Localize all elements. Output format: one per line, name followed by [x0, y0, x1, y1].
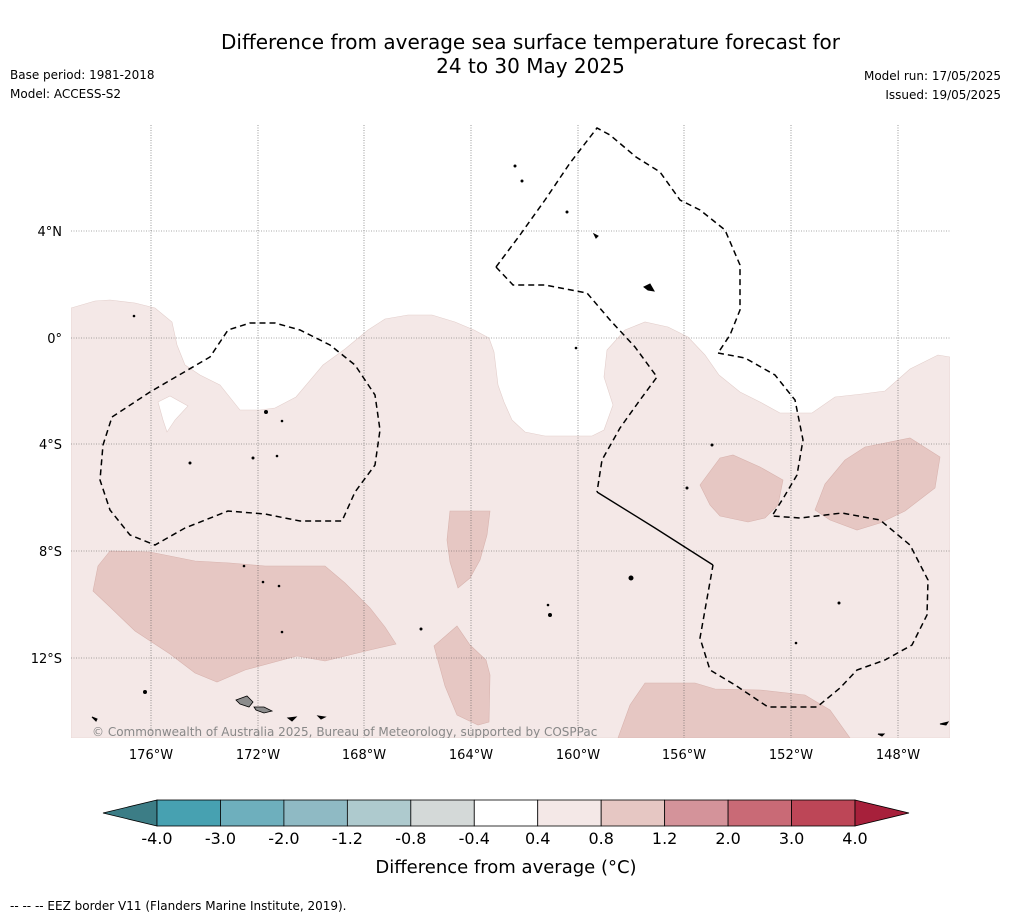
meta-right: Model run: 17/05/2025 Issued: 19/05/2025	[864, 67, 1001, 105]
colorbar-tick-label: 2.0	[715, 829, 740, 848]
islands	[91, 164, 950, 737]
eez-border-tokelau-west	[99, 322, 381, 546]
grid-lines	[71, 125, 950, 738]
lat-label: 4°S	[39, 438, 62, 453]
lon-label: 168°W	[342, 748, 386, 763]
lon-label: 156°W	[662, 748, 706, 763]
colorbar-tick-label: -4.0	[141, 829, 172, 848]
anomaly-hole	[157, 395, 189, 433]
anomaly-patch-sw	[92, 550, 397, 683]
map-area: © Commonwealth of Australia 2025, Bureau…	[71, 125, 950, 739]
anomaly-patch-center	[446, 510, 491, 589]
base-period: Base period: 1981-2018	[10, 68, 155, 82]
island-upolu	[253, 706, 274, 714]
anomaly-patch-east-2	[814, 437, 941, 531]
model-name: Model: ACCESS-S2	[10, 87, 122, 101]
colorbar-segment	[727, 799, 792, 827]
colorbar-segment	[156, 799, 221, 827]
eez-borders	[99, 127, 929, 708]
lon-label: 172°W	[236, 748, 280, 763]
colorbar-tick-label: -0.4	[459, 829, 490, 848]
eez-border-southeast	[699, 352, 929, 708]
anomaly-patch-southeast	[617, 682, 851, 738]
anomaly-patch-south-center	[433, 625, 491, 726]
lat-label: 12°S	[31, 652, 62, 667]
island-savaii	[235, 695, 254, 708]
eez-border-line-islands-south	[495, 266, 658, 493]
anomaly-regions-0.8-1.2	[92, 437, 941, 738]
colorbar-tick-label: -2.0	[268, 829, 299, 848]
colorbar-tick-label: 4.0	[842, 829, 867, 848]
colorbar-segment	[220, 799, 285, 827]
lat-label: 8°S	[39, 545, 62, 560]
colorbar-tick-label: -1.2	[332, 829, 363, 848]
colorbar-high-extend	[854, 799, 910, 827]
eez-border-line-islands	[495, 127, 741, 354]
colorbar-tick-labels: -4.0 -3.0 -2.0 -1.2 -0.8 -0.4 0.4 0.8 1.2 2.0 3.0 4…	[141, 829, 867, 848]
colorbar-segment	[346, 799, 412, 827]
colorbar: -4.0 -3.0 -2.0 -1.2 -0.8 -0.4 0.4 0.8 1.2 2.0 3.0 4…	[102, 799, 910, 878]
colorbar-segment	[664, 799, 729, 827]
colorbar-low-extend	[102, 799, 158, 827]
eez-border-solid-segment	[596, 491, 714, 566]
colorbar-tick-label: -3.0	[205, 829, 236, 848]
lon-label: 164°W	[449, 748, 493, 763]
chart-title: Difference from average sea surface temp…	[0, 30, 1011, 78]
colorbar-tick-label: 3.0	[779, 829, 804, 848]
lon-label: 148°W	[876, 748, 920, 763]
issued-date: Issued: 19/05/2025	[885, 88, 1001, 102]
colorbar-segment	[410, 799, 475, 827]
colorbar-tick-label: 0.4	[525, 829, 550, 848]
eez-legend-note: -- -- -- EEZ border V11 (Flanders Marine…	[10, 899, 347, 913]
latitude-labels: 4°N 0° 4°S 8°S 12°S	[31, 225, 62, 667]
samoa-islands	[235, 695, 274, 714]
colorbar-tick-label: 0.8	[588, 829, 613, 848]
lat-label: 4°N	[38, 225, 63, 240]
anomaly-patch-east-1	[699, 454, 784, 523]
title-line-2: 24 to 30 May 2025	[436, 54, 625, 78]
colorbar-segment	[600, 799, 666, 827]
lat-label: 0°	[47, 332, 62, 347]
colorbar-segment	[473, 799, 539, 827]
colorbar-segment	[537, 799, 602, 827]
longitude-labels: 176°W 172°W 168°W 164°W 160°W 156°W 152°…	[129, 748, 920, 763]
lon-label: 152°W	[769, 748, 813, 763]
colorbar-segments	[156, 799, 856, 827]
model-run: Model run: 17/05/2025	[863, 69, 1001, 83]
title-line-1: Difference from average sea surface temp…	[220, 30, 840, 54]
lon-label: 176°W	[129, 748, 173, 763]
colorbar-segment	[791, 799, 856, 827]
copyright-text: © Commonwealth of Australia 2025, Bureau…	[92, 725, 597, 739]
meta-left: Base period: 1981-2018 Model: ACCESS-S2	[10, 66, 155, 104]
colorbar-segment	[283, 799, 348, 827]
lon-label: 160°W	[556, 748, 600, 763]
colorbar-label: Difference from average (°C)	[375, 857, 636, 878]
colorbar-tick-label: 1.2	[652, 829, 677, 848]
colorbar-tick-label: -0.8	[395, 829, 426, 848]
